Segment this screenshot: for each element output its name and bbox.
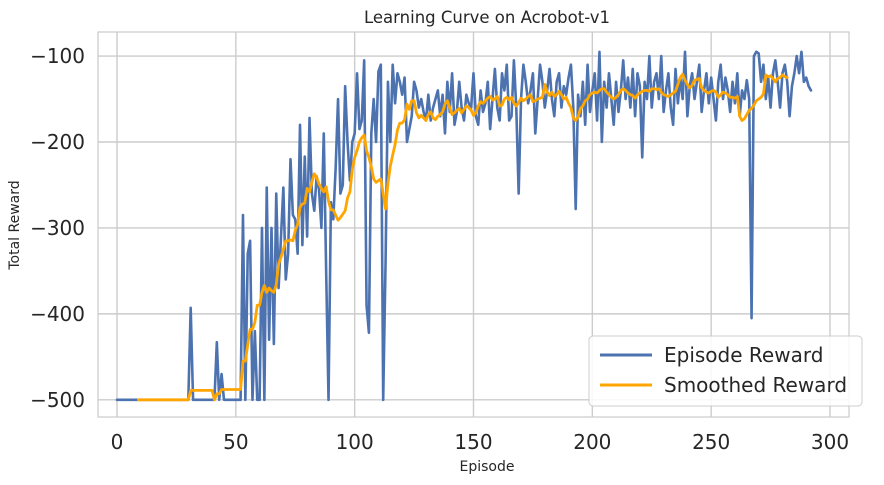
y-axis-title: Total Reward xyxy=(7,180,23,270)
y-tick-label: −100 xyxy=(30,44,85,68)
series-line-smoothed-reward xyxy=(136,72,789,402)
y-axis-tick-labels: −500 −400 −300 −200 −100 xyxy=(30,44,85,412)
legend-label-smoothed-reward: Smoothed Reward xyxy=(664,373,847,397)
x-tick-label: 0 xyxy=(111,430,124,454)
x-tick-label: 300 xyxy=(811,430,849,454)
series-layer xyxy=(115,50,813,402)
x-tick-label: 100 xyxy=(336,430,374,454)
legend-label-episode-reward: Episode Reward xyxy=(664,343,823,367)
x-tick-label: 150 xyxy=(454,430,492,454)
y-tick-label: −200 xyxy=(30,130,85,154)
y-tick-label: −400 xyxy=(30,302,85,326)
x-tick-label: 250 xyxy=(692,430,730,454)
legend-box xyxy=(588,335,863,407)
x-axis-tick-labels: 0 50 100 150 200 250 300 xyxy=(111,430,849,454)
chart-title: Learning Curve on Acrobot-v1 xyxy=(364,8,610,27)
y-tick-label: −300 xyxy=(30,216,85,240)
series-line-episode-reward xyxy=(115,50,813,402)
plot-area-frame xyxy=(97,31,850,418)
x-axis-title: Episode xyxy=(460,459,515,475)
y-tick-label: −500 xyxy=(30,388,85,412)
x-tick-label: 50 xyxy=(223,430,248,454)
x-tick-label: 200 xyxy=(573,430,611,454)
legend: Episode Reward Smoothed Reward xyxy=(588,335,863,407)
